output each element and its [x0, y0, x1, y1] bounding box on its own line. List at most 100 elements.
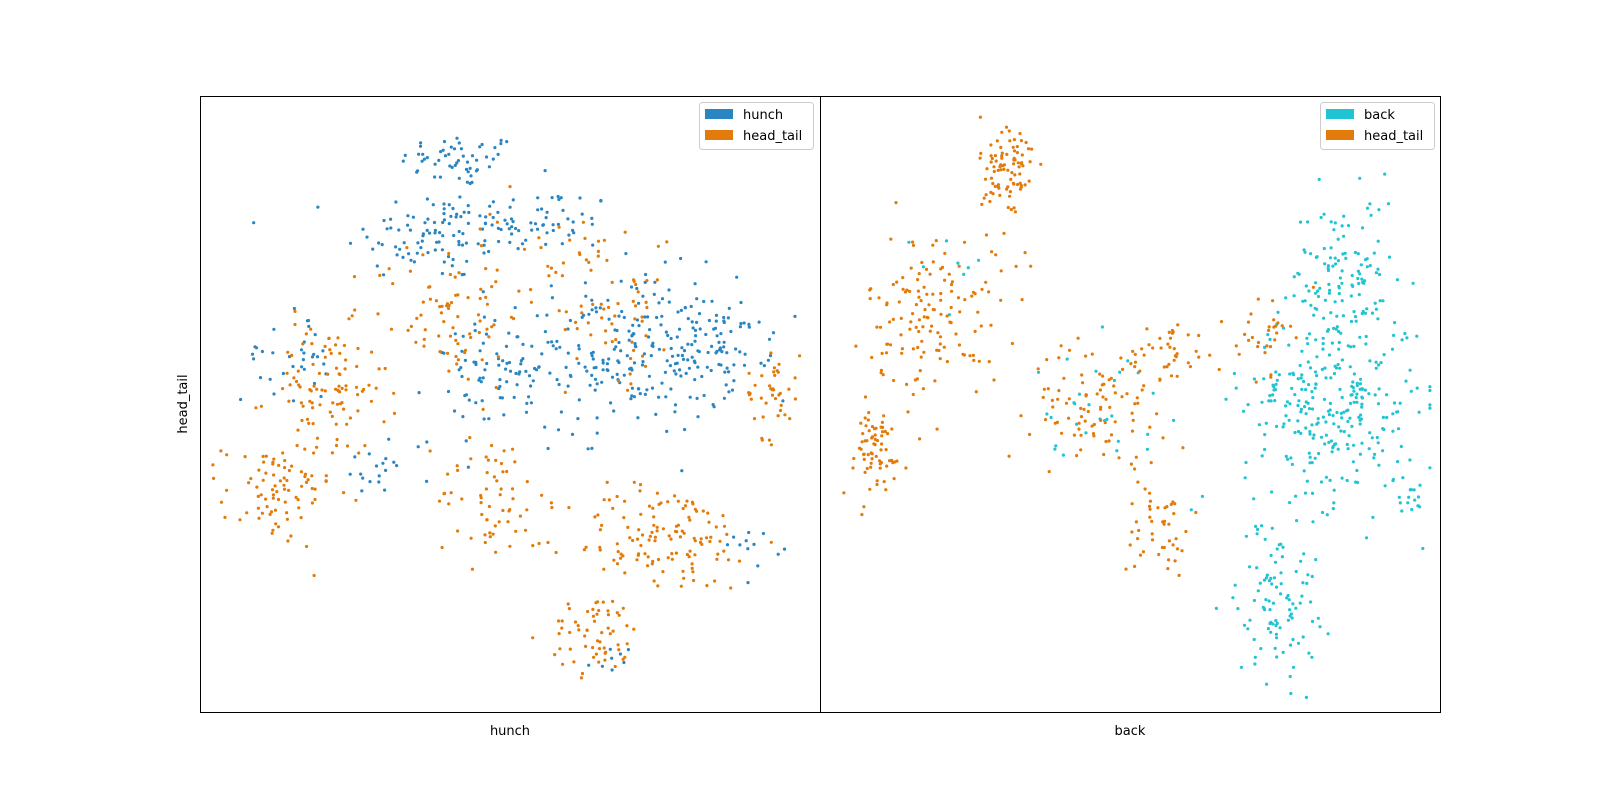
- data-point-head-tail: [1311, 285, 1315, 289]
- panel-right: back back head_tail: [820, 96, 1441, 739]
- data-point-hunch: [517, 229, 521, 233]
- data-point-head-tail: [865, 466, 869, 471]
- data-point-head-tail: [891, 282, 895, 287]
- data-point-hunch: [692, 359, 697, 363]
- data-point-back: [1291, 602, 1295, 606]
- data-point-back: [1264, 576, 1269, 580]
- data-point-back: [1341, 314, 1345, 318]
- data-point-back: [1274, 632, 1278, 636]
- legend-label-head-tail-left: head_tail: [743, 129, 802, 144]
- data-point-head-tail: [285, 517, 289, 521]
- data-point-head-tail: [510, 447, 515, 451]
- data-point-head-tail: [651, 559, 655, 564]
- data-point-head-tail: [255, 485, 259, 489]
- data-point-back: [1360, 311, 1364, 316]
- data-point-back: [1269, 399, 1273, 403]
- legend-right: back head_tail: [1320, 102, 1435, 150]
- data-point-back: [1253, 655, 1257, 659]
- data-point-hunch: [348, 241, 353, 245]
- data-point-hunch: [679, 374, 683, 378]
- data-point-back: [1297, 399, 1301, 403]
- data-point-hunch: [411, 215, 415, 219]
- data-point-head-tail: [635, 558, 639, 562]
- data-point-hunch: [382, 218, 386, 223]
- data-point-hunch: [668, 364, 673, 368]
- data-point-head-tail: [640, 319, 644, 323]
- data-point-back: [1252, 598, 1256, 603]
- data-point-back: [1340, 476, 1344, 480]
- data-point-hunch: [610, 375, 615, 379]
- data-point-head-tail: [638, 483, 643, 487]
- data-point-hunch: [428, 231, 432, 235]
- data-point-head-tail: [1272, 318, 1276, 322]
- y-axis-label: head_tail: [176, 374, 191, 433]
- data-point-head-tail: [560, 619, 564, 623]
- data-point-back: [1115, 449, 1119, 453]
- data-point-head-tail: [1273, 338, 1277, 342]
- data-point-back: [1268, 608, 1272, 612]
- data-point-head-tail: [681, 506, 685, 511]
- data-point-back: [1412, 488, 1416, 492]
- data-point-head-tail: [862, 452, 866, 456]
- data-point-head-tail: [917, 295, 921, 299]
- data-point-head-tail: [274, 522, 278, 526]
- data-point-hunch: [481, 376, 485, 380]
- data-point-hunch: [590, 354, 594, 358]
- data-point-head-tail: [310, 486, 314, 491]
- data-point-head-tail: [1176, 323, 1180, 327]
- data-point-head-tail: [601, 600, 605, 604]
- data-point-hunch: [498, 384, 502, 389]
- data-point-head-tail: [334, 366, 339, 370]
- data-point-head-tail: [707, 520, 711, 524]
- data-point-back: [1340, 269, 1344, 273]
- data-point-hunch: [580, 212, 584, 216]
- data-point-head-tail: [699, 537, 703, 541]
- data-point-back: [1325, 329, 1330, 333]
- data-point-head-tail: [1012, 206, 1016, 210]
- data-point-hunch: [543, 330, 548, 334]
- data-point-head-tail: [949, 282, 954, 287]
- data-point-back: [1339, 429, 1343, 433]
- data-point-head-tail: [582, 548, 587, 552]
- data-point-back: [1332, 228, 1336, 232]
- data-point-back: [1370, 436, 1374, 440]
- data-point-hunch: [441, 148, 445, 152]
- data-point-hunch: [638, 392, 642, 396]
- data-point-hunch: [313, 333, 317, 337]
- data-point-back: [1260, 400, 1264, 404]
- data-point-head-tail: [616, 379, 621, 383]
- data-point-head-tail: [991, 181, 995, 186]
- data-point-hunch: [301, 358, 305, 362]
- data-point-head-tail: [1024, 140, 1028, 145]
- data-point-head-tail: [870, 457, 874, 461]
- data-point-hunch: [559, 196, 563, 200]
- data-point-back: [1428, 385, 1432, 389]
- data-point-head-tail: [865, 439, 869, 443]
- data-point-head-tail: [1148, 499, 1152, 503]
- data-point-head-tail: [525, 508, 529, 512]
- data-point-head-tail: [852, 456, 856, 461]
- data-point-hunch: [554, 347, 558, 351]
- data-point-back: [1339, 411, 1343, 415]
- data-point-head-tail: [494, 550, 498, 554]
- data-point-head-tail: [931, 292, 935, 296]
- data-point-hunch: [696, 415, 700, 419]
- data-point-hunch: [515, 383, 519, 387]
- data-point-hunch: [455, 212, 459, 216]
- data-point-head-tail: [531, 636, 535, 640]
- data-point-hunch: [535, 227, 540, 231]
- data-point-hunch: [629, 285, 634, 289]
- data-point-back: [1355, 381, 1359, 385]
- data-point-back: [1072, 401, 1076, 405]
- data-point-head-tail: [587, 260, 591, 264]
- data-point-back: [1314, 281, 1318, 285]
- data-point-hunch: [706, 350, 710, 355]
- data-point-head-tail: [485, 471, 489, 475]
- data-point-hunch: [457, 368, 461, 372]
- data-point-head-tail: [261, 478, 265, 482]
- data-point-head-tail: [1171, 543, 1175, 547]
- data-point-head-tail: [979, 324, 983, 328]
- data-point-hunch: [281, 371, 285, 376]
- data-point-hunch: [455, 161, 459, 165]
- data-point-hunch: [635, 318, 640, 322]
